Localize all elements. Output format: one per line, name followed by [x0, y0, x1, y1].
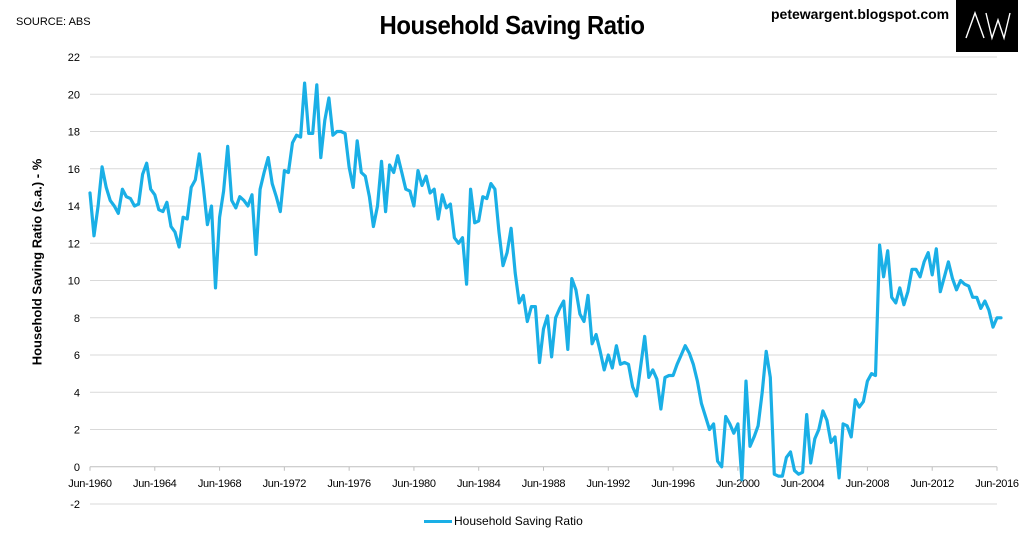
source-note: SOURCE: ABS: [16, 16, 91, 28]
x-tick-label: Jun-1976: [327, 478, 371, 490]
blog-url: petewargent.blogspot.com: [771, 6, 950, 22]
gridlines: [90, 56, 997, 505]
x-tick-label: Jun-1992: [587, 478, 631, 490]
y-tick-label: 6: [74, 350, 80, 362]
y-axis-ticks: -2 0 2 4 6 8 10 12 14 16 18 20 22: [68, 52, 80, 511]
y-tick-label: -2: [70, 499, 80, 511]
y-tick-label: 22: [68, 52, 80, 64]
x-axis-ticks: Jun-1960 Jun-1964 Jun-1968 Jun-1972 Jun-1976…: [68, 466, 1019, 490]
x-tick-label: Jun-2012: [910, 478, 954, 490]
y-tick-label: 16: [68, 164, 80, 176]
y-tick-label: 8: [74, 313, 80, 325]
x-tick-label: Jun-2000: [716, 478, 760, 490]
x-tick-label: Jun-1960: [68, 478, 112, 490]
y-axis-label: Household Saving Ratio (s.a.) - %: [29, 158, 45, 366]
x-tick-label: Jun-2016: [975, 478, 1019, 490]
x-tick-label: Jun-1972: [263, 478, 307, 490]
y-tick-label: 18: [68, 127, 80, 139]
x-tick-label: Jun-1996: [651, 478, 695, 490]
series-line-household-saving-ratio: [88, 81, 1003, 482]
y-tick-label: 14: [68, 201, 80, 213]
y-tick-label: 4: [74, 387, 80, 399]
aw-logo: [956, 0, 1018, 52]
x-tick-label: Jun-1984: [457, 478, 501, 490]
x-tick-label: Jun-1988: [522, 478, 566, 490]
legend-label: Household Saving Ratio: [454, 514, 583, 528]
y-tick-label: 2: [74, 425, 80, 437]
x-tick-label: Jun-1980: [392, 478, 436, 490]
x-tick-label: Jun-2008: [846, 478, 890, 490]
y-tick-label: 12: [68, 238, 80, 250]
y-tick-label: 0: [74, 462, 80, 474]
legend: Household Saving Ratio: [424, 514, 583, 528]
y-tick-label: 10: [68, 276, 80, 288]
x-tick-label: Jun-1968: [198, 478, 242, 490]
y-tick-label: 20: [68, 89, 80, 101]
chart-title: Household Saving Ratio: [379, 10, 645, 40]
x-tick-label: Jun-2004: [781, 478, 825, 490]
x-tick-label: Jun-1964: [133, 478, 177, 490]
series-layer: [88, 81, 1003, 482]
legend-swatch: [424, 519, 452, 523]
